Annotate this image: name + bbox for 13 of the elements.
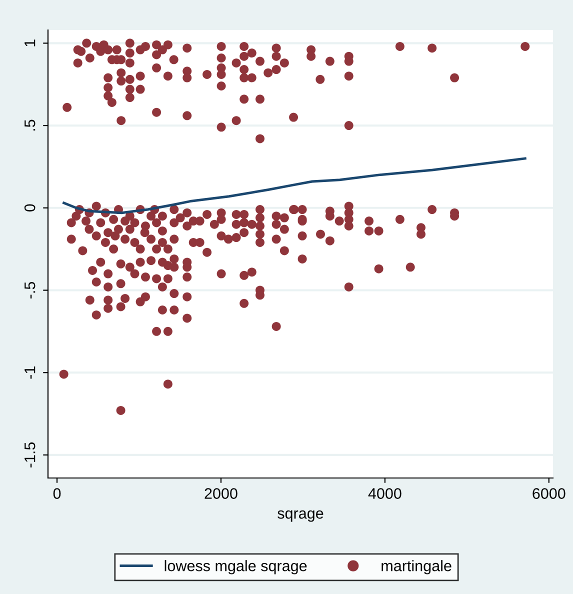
y-tick-label: .5 bbox=[24, 120, 36, 131]
y-tick-label: 0 bbox=[24, 204, 36, 212]
y-tick-label: -1.5 bbox=[24, 442, 36, 468]
x-tick-label: 2000 bbox=[204, 488, 238, 499]
legend-label: lowess mgale sqrage bbox=[164, 560, 307, 574]
y-tick-label: 1 bbox=[24, 40, 36, 46]
y-tick-label: -.5 bbox=[24, 282, 36, 298]
x-tick-label: 4000 bbox=[368, 488, 402, 499]
legend-label: martingale bbox=[382, 560, 452, 574]
x-axis-title: sqrage bbox=[278, 510, 324, 522]
x-tick-label: 6000 bbox=[532, 488, 566, 499]
y-tick-label: -1 bbox=[24, 366, 36, 379]
x-tick-label: 0 bbox=[53, 488, 61, 499]
